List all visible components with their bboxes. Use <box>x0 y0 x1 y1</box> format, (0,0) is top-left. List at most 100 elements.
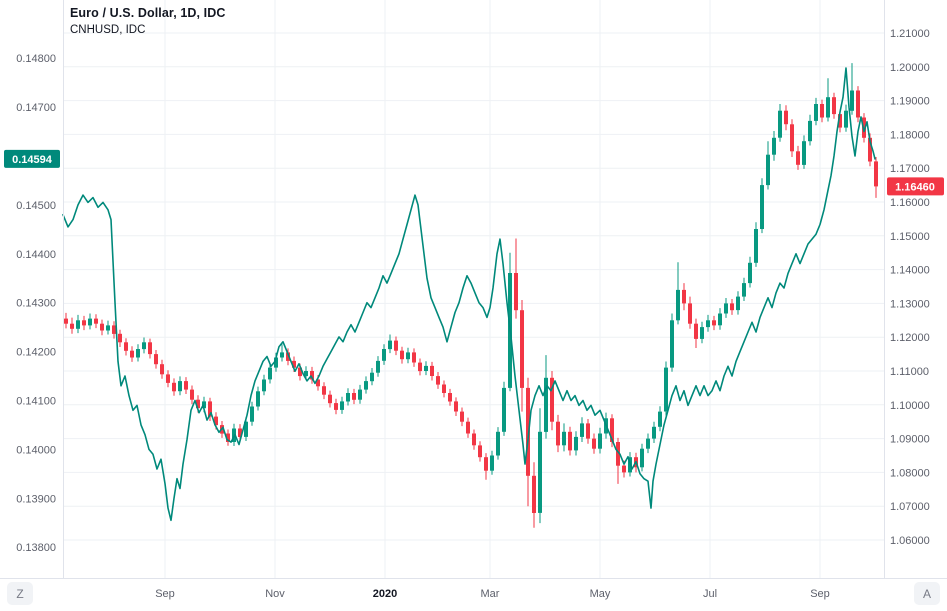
candle-body <box>262 379 266 392</box>
candle-body <box>466 421 470 434</box>
symbol-title[interactable]: Euro / U.S. Dollar, 1D, IDC <box>70 6 226 20</box>
candle-body <box>778 110 782 138</box>
candle-body <box>484 457 488 471</box>
candle-body <box>418 362 422 372</box>
candle-body <box>550 377 554 422</box>
left-axis-label: 0.14100 <box>16 396 56 408</box>
candle-body <box>736 296 740 311</box>
candle-body <box>532 475 536 513</box>
right-axis-label: 1.10000 <box>890 400 930 412</box>
candle-body <box>874 161 878 187</box>
candle-body <box>412 352 416 363</box>
overlay-symbol-title[interactable]: CNHUSD, IDC <box>70 23 146 36</box>
left-last-price-badge-label: 0.14594 <box>12 154 53 166</box>
right-axis-label: 1.19000 <box>890 96 930 108</box>
eurusd-candlestick-series[interactable] <box>64 63 878 528</box>
candle-body <box>790 124 794 152</box>
time-axis-label: Jul <box>703 588 717 600</box>
bottom-left-z-button[interactable]: Z <box>7 582 33 605</box>
right-axis-label: 1.17000 <box>890 163 930 175</box>
candle-body <box>100 323 104 331</box>
left-axis-label: 0.14400 <box>16 249 56 261</box>
bottom-right-a-button[interactable]: A <box>914 582 940 605</box>
candle-body <box>124 342 128 351</box>
candle-body <box>454 401 458 412</box>
candle-body <box>688 303 692 324</box>
candle-body <box>514 273 518 311</box>
right-axis-label: 1.09000 <box>890 434 930 446</box>
candle-body <box>166 374 170 383</box>
candle-body <box>772 137 776 155</box>
candle-body <box>868 137 872 162</box>
right-last-price-badge <box>887 177 944 196</box>
time-axis-label: 2020 <box>373 588 397 600</box>
right-axis-label: 1.13000 <box>890 298 930 310</box>
candle-body <box>292 360 296 368</box>
candle-body <box>472 433 476 446</box>
candle-body <box>664 367 668 412</box>
candle-body <box>838 114 842 128</box>
candle-body <box>844 110 848 128</box>
candle-body <box>640 448 644 468</box>
candle-body <box>112 325 116 334</box>
right-axis-label: 1.20000 <box>890 62 930 74</box>
candle-body <box>340 401 344 410</box>
candle-body <box>370 372 374 382</box>
right-price-scale[interactable] <box>884 0 947 578</box>
candle-body <box>496 431 500 456</box>
right-axis-label: 1.16000 <box>890 197 930 209</box>
candle-body <box>850 90 854 111</box>
candle-body <box>826 97 830 118</box>
candle-body <box>406 352 410 360</box>
candle-body <box>76 320 80 329</box>
candle-body <box>754 229 758 263</box>
candle-body <box>70 323 74 329</box>
candle-body <box>226 433 230 442</box>
candle-body <box>178 381 182 392</box>
candle-body <box>658 411 662 427</box>
candle-body <box>652 426 656 439</box>
candle-body <box>214 416 218 426</box>
left-axis-label: 0.13900 <box>16 493 56 505</box>
candle-body <box>136 349 140 358</box>
candle-body <box>622 465 626 473</box>
time-axis-label: Nov <box>265 588 285 600</box>
left-axis-label: 0.14500 <box>16 200 56 212</box>
candle-body <box>460 411 464 422</box>
candle-body <box>616 442 620 466</box>
candle-body <box>244 421 248 437</box>
candle-body <box>190 389 194 400</box>
candle-body <box>118 333 122 343</box>
left-axis-label: 0.14000 <box>16 444 56 456</box>
time-scale[interactable] <box>0 578 947 611</box>
candle-body <box>718 313 722 326</box>
candle-body <box>310 371 314 380</box>
candle-body <box>562 431 566 446</box>
candle-body <box>328 394 332 404</box>
candle-body <box>706 320 710 328</box>
left-price-scale[interactable] <box>0 0 63 578</box>
right-axis-label: 1.08000 <box>890 467 930 479</box>
right-last-price-badge-label: 1.16460 <box>895 181 935 193</box>
cnhusd-line-series[interactable] <box>62 67 876 522</box>
candle-body <box>208 401 212 417</box>
candle-body <box>154 354 158 365</box>
candle-body <box>268 367 272 380</box>
candle-body <box>322 386 326 395</box>
candle-body <box>556 421 560 446</box>
candle-body <box>286 352 290 361</box>
right-axis-label: 1.15000 <box>890 231 930 243</box>
candle-body <box>724 303 728 314</box>
candle-body <box>520 310 524 388</box>
candle-body <box>364 381 368 390</box>
candle-body <box>400 350 404 360</box>
candle-body <box>808 120 812 142</box>
time-axis-label: Sep <box>810 588 830 600</box>
time-axis-label: Sep <box>155 588 175 600</box>
candle-body <box>382 349 386 361</box>
candle-body <box>358 389 362 400</box>
candle-body <box>592 438 596 449</box>
candle-body <box>676 289 680 321</box>
